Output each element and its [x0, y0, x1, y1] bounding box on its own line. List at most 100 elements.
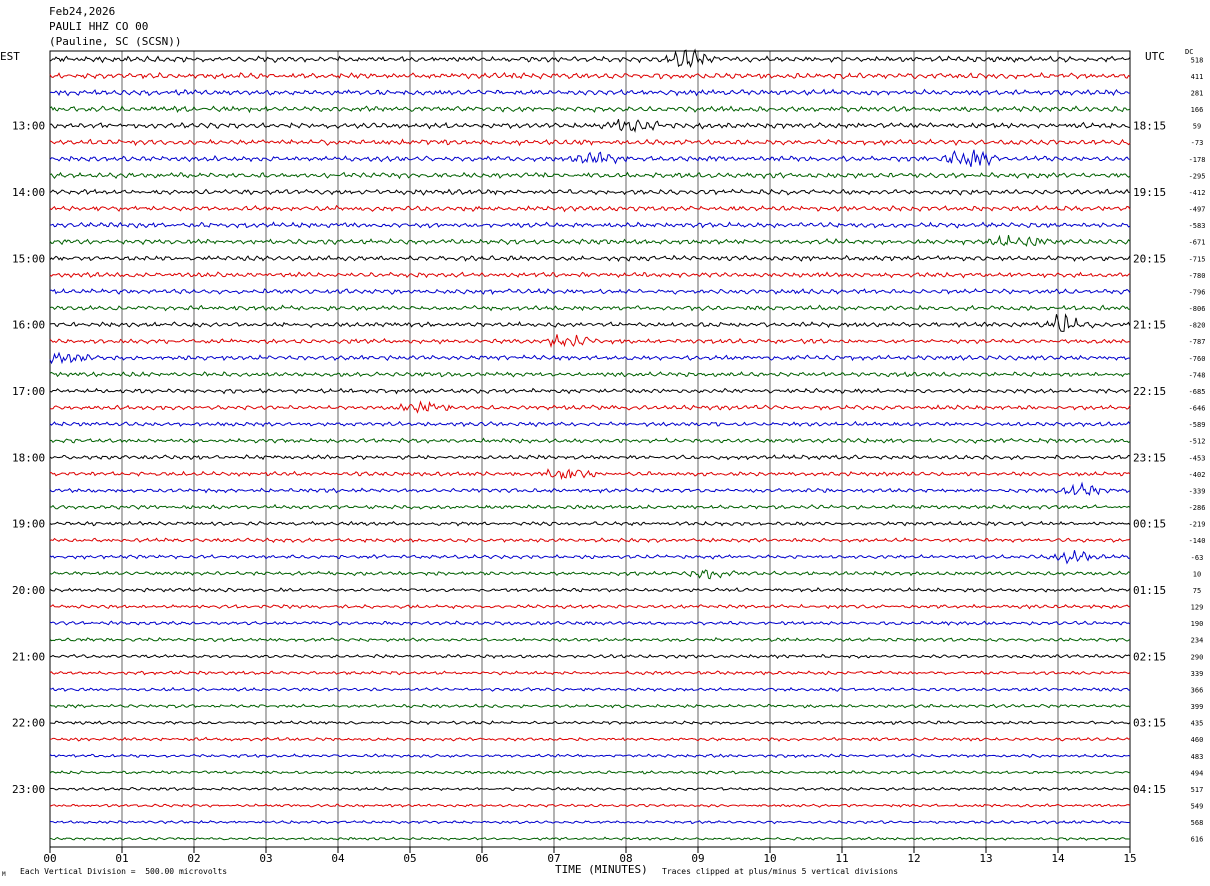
x-tick-label: 04 — [331, 852, 345, 865]
right-hour-label: 21:15 — [1133, 319, 1166, 332]
right-hour-label: 00:15 — [1133, 518, 1166, 531]
dc-offset-label: -512 — [1189, 438, 1206, 446]
dc-offset-label: 517 — [1191, 786, 1204, 794]
x-tick-label: 10 — [763, 852, 776, 865]
left-hour-label: 18:00 — [12, 451, 45, 464]
right-hour-label: 02:15 — [1133, 650, 1166, 663]
x-axis-label: TIME (MINUTES) — [555, 863, 648, 876]
dc-offset-label: 281 — [1191, 89, 1204, 97]
trace-line — [49, 188, 1131, 196]
left-hour-label: 22:00 — [12, 717, 45, 730]
trace-line — [49, 520, 1131, 527]
trace-line — [49, 71, 1131, 80]
dc-offset-label: 290 — [1191, 653, 1204, 661]
x-tick-label: 06 — [475, 852, 488, 865]
trace-line — [49, 149, 1131, 168]
dc-offset-label: -685 — [1189, 388, 1206, 396]
dc-offset-label: -140 — [1189, 537, 1206, 545]
trace-line — [49, 88, 1131, 97]
dc-offset-label: -646 — [1189, 405, 1206, 413]
dc-offset-label: 59 — [1193, 123, 1201, 131]
trace-line — [49, 171, 1131, 180]
dc-offset-label: -806 — [1189, 305, 1206, 313]
dc-offset-label: 166 — [1191, 106, 1204, 114]
x-tick-label: 00 — [43, 852, 56, 865]
trace-line — [49, 371, 1131, 378]
plot-date: Feb24,2026 — [49, 5, 116, 18]
right-timezone-label: UTC — [1145, 50, 1165, 63]
left-hour-label: 13:00 — [12, 120, 45, 133]
dc-offset-label: -453 — [1189, 454, 1206, 462]
trace-line — [49, 836, 1131, 841]
trace-line — [49, 48, 1131, 69]
dc-offset-label: 549 — [1191, 803, 1204, 811]
dc-offset-label: -73 — [1191, 139, 1204, 147]
station-location: (Pauline, SC (SCSN)) — [49, 35, 182, 48]
trace-line — [49, 420, 1131, 428]
trace-line — [49, 620, 1131, 626]
dc-offset-label: -63 — [1191, 554, 1204, 562]
right-hour-label: 04:15 — [1133, 783, 1166, 796]
trace-line — [49, 569, 1131, 580]
trace-line — [49, 351, 1131, 365]
trace-line — [49, 770, 1131, 775]
dc-offset-label: -402 — [1189, 471, 1206, 479]
dc-offset-label: -760 — [1189, 355, 1206, 363]
x-tick-label: 11 — [835, 852, 848, 865]
trace-line — [49, 720, 1131, 726]
trace-line — [49, 753, 1131, 759]
dc-offset-label: -497 — [1189, 206, 1206, 214]
dc-offset-label: 190 — [1191, 620, 1204, 628]
scale-note: Each Vertical Division = 500.00 microvol… — [20, 867, 228, 876]
trace-line — [49, 437, 1131, 444]
dc-offset-label: -671 — [1189, 239, 1206, 247]
trace-line — [49, 454, 1131, 461]
x-tick-label: 07 — [547, 852, 560, 865]
dc-offset-label: 616 — [1191, 836, 1204, 844]
x-tick-label: 15 — [1123, 852, 1136, 865]
dc-offset-label: 483 — [1191, 753, 1204, 761]
trace-line — [49, 550, 1131, 565]
dc-offset-label: -412 — [1189, 189, 1206, 197]
right-hour-label: 19:15 — [1133, 186, 1166, 199]
x-tick-label: 12 — [907, 852, 920, 865]
left-hour-label: 23:00 — [12, 783, 45, 796]
dc-offset-label: -219 — [1189, 521, 1206, 529]
x-tick-label: 14 — [1051, 852, 1065, 865]
dc-offset-label: -583 — [1189, 222, 1206, 230]
plot-frame — [49, 50, 1131, 848]
trace-line — [49, 686, 1131, 692]
trace-line — [49, 537, 1131, 544]
trace-line — [49, 105, 1131, 114]
trace-line — [49, 653, 1131, 659]
trace-line — [49, 288, 1131, 295]
left-hour-label: 21:00 — [12, 650, 45, 663]
left-hour-label: 14:00 — [12, 186, 45, 199]
trace-line — [49, 603, 1131, 610]
dc-offset-label: 460 — [1191, 736, 1204, 744]
trace-line — [49, 803, 1131, 808]
x-tick-label: 02 — [187, 852, 200, 865]
dc-offset-label: 399 — [1191, 703, 1204, 711]
dc-offset-label: 366 — [1191, 686, 1204, 694]
right-hour-label: 23:15 — [1133, 451, 1166, 464]
right-hour-label: 20:15 — [1133, 252, 1166, 265]
dc-offset-label: 234 — [1191, 637, 1204, 645]
dc-offset-label: 435 — [1191, 720, 1204, 728]
trace-line — [49, 736, 1131, 742]
trace-line — [49, 234, 1131, 247]
dc-offset-label: 518 — [1191, 56, 1204, 64]
right-hour-label: 01:15 — [1133, 584, 1166, 597]
trace-line — [49, 118, 1131, 133]
channel-label: PAULI HHZ CO 00 — [49, 20, 149, 33]
trace-line — [49, 468, 1131, 481]
trace-line — [49, 313, 1131, 332]
dc-offset-label: -286 — [1189, 504, 1206, 512]
trace-line — [49, 703, 1131, 709]
trace-line — [49, 304, 1131, 312]
dc-offset-label: 129 — [1191, 604, 1204, 612]
right-hour-label: 18:15 — [1133, 120, 1166, 133]
x-tick-label: 05 — [403, 852, 416, 865]
left-hour-label: 16:00 — [12, 319, 45, 332]
